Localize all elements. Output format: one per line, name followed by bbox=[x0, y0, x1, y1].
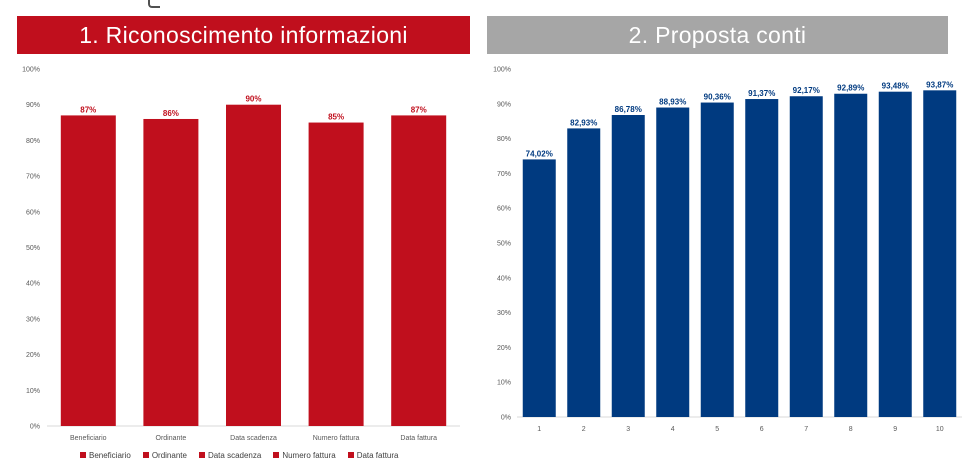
right-category-label: 8 bbox=[849, 426, 853, 433]
left-ytick-label: 60% bbox=[26, 209, 40, 216]
left-bar-data-label: 90% bbox=[245, 95, 261, 104]
right-bar bbox=[923, 90, 957, 417]
legend-label: Data scadenza bbox=[207, 450, 262, 460]
right-ytick-label: 40% bbox=[497, 275, 511, 282]
right-panel-header: 2. Proposta conti bbox=[487, 16, 948, 54]
right-ytick-label: 80% bbox=[497, 136, 511, 143]
right-category-label: 7 bbox=[804, 426, 808, 433]
right-ytick-label: 30% bbox=[497, 310, 511, 317]
legend-swatch bbox=[198, 452, 205, 458]
right-ytick-label: 100% bbox=[493, 67, 511, 74]
legend-label: Ordinante bbox=[151, 450, 187, 460]
left-ytick-label: 70% bbox=[26, 174, 40, 181]
right-ytick-label: 70% bbox=[497, 171, 511, 178]
legend-item: Data scadenza bbox=[198, 450, 262, 460]
right-bar-data-label: 74,02% bbox=[526, 149, 553, 158]
right-bar bbox=[611, 115, 645, 417]
right-category-label: 10 bbox=[936, 426, 944, 433]
left-bar-data-label: 87% bbox=[411, 105, 427, 114]
legend-item: Data fattura bbox=[347, 450, 399, 460]
right-bar-data-label: 93,48% bbox=[882, 82, 909, 91]
left-bar bbox=[226, 104, 281, 426]
right-panel-title: 2. Proposta conti bbox=[628, 21, 807, 48]
right-category-label: 6 bbox=[760, 426, 764, 433]
right-ytick-label: 0% bbox=[501, 415, 511, 422]
left-panel-header: 1. Riconoscimento informazioni bbox=[17, 16, 470, 54]
right-bar-data-label: 88,93% bbox=[659, 98, 686, 107]
right-bar-data-label: 93,87% bbox=[926, 80, 953, 89]
legend-label: Data fattura bbox=[356, 450, 399, 460]
left-bar bbox=[391, 115, 447, 426]
left-bar-data-label: 86% bbox=[163, 109, 179, 118]
left-ytick-label: 40% bbox=[26, 281, 40, 288]
left-ytick-label: 100% bbox=[22, 67, 40, 74]
left-ytick-label: 90% bbox=[26, 102, 40, 109]
right-bar-data-label: 90,36% bbox=[704, 93, 731, 102]
right-ytick-label: 20% bbox=[497, 345, 511, 352]
right-ytick-label: 50% bbox=[497, 241, 511, 248]
left-category-label: Numero fattura bbox=[313, 435, 360, 442]
left-ytick-label: 30% bbox=[26, 316, 40, 323]
right-category-label: 9 bbox=[893, 426, 897, 433]
right-bar-data-label: 82,93% bbox=[570, 118, 597, 127]
left-ytick-label: 80% bbox=[26, 138, 40, 145]
right-category-label: 4 bbox=[671, 426, 675, 433]
legend-swatch bbox=[80, 452, 86, 458]
left-category-label: Ordinante bbox=[156, 435, 187, 442]
legend-item: Beneficiario bbox=[80, 451, 131, 460]
right-bar bbox=[878, 91, 912, 417]
left-bar bbox=[60, 115, 116, 426]
right-bar bbox=[789, 96, 823, 417]
legend-item: Ordinante bbox=[142, 450, 187, 460]
right-bar bbox=[700, 102, 734, 417]
right-bar bbox=[834, 93, 868, 417]
right-ytick-label: 90% bbox=[497, 101, 511, 108]
right-bar bbox=[745, 99, 779, 417]
left-category-label: Beneficiario bbox=[70, 435, 107, 442]
left-ytick-label: 20% bbox=[26, 352, 40, 359]
right-bar-data-label: 86,78% bbox=[615, 105, 642, 114]
left-panel-title: 1. Riconoscimento informazioni bbox=[79, 21, 408, 48]
right-bar-data-label: 91,37% bbox=[748, 89, 775, 98]
cropped-glyph-fragment bbox=[148, 0, 160, 8]
left-bar bbox=[308, 122, 364, 427]
right-bar bbox=[656, 107, 690, 418]
right-category-label: 1 bbox=[537, 426, 541, 433]
right-ytick-label: 10% bbox=[497, 380, 511, 387]
right-bar-data-label: 92,89% bbox=[837, 84, 864, 93]
legend-label: Beneficiario bbox=[89, 450, 131, 460]
right-bar bbox=[567, 128, 601, 417]
left-chart-legend: Beneficiario Ordinante Data scadenza Numero… bbox=[80, 449, 399, 461]
left-category-label: Data scadenza bbox=[230, 435, 277, 442]
left-category-label: Data fattura bbox=[400, 435, 437, 442]
left-bar-data-label: 85% bbox=[328, 113, 344, 122]
left-bar-data-label: 87% bbox=[80, 105, 96, 114]
left-ytick-label: 10% bbox=[26, 388, 40, 395]
right-ytick-label: 60% bbox=[497, 206, 511, 213]
right-bar bbox=[522, 159, 556, 417]
left-bar bbox=[143, 118, 199, 426]
legend-swatch bbox=[273, 452, 280, 458]
left-ytick-label: 0% bbox=[30, 424, 40, 431]
legend-swatch bbox=[142, 452, 149, 458]
right-category-label: 5 bbox=[715, 426, 719, 433]
legend-item: Numero fattura bbox=[273, 450, 336, 460]
right-bar-data-label: 92,17% bbox=[793, 86, 820, 95]
right-category-label: 2 bbox=[582, 426, 586, 433]
left-ytick-label: 50% bbox=[26, 245, 40, 252]
legend-label: Numero fattura bbox=[282, 450, 336, 460]
legend-swatch bbox=[347, 452, 354, 458]
right-category-label: 3 bbox=[626, 426, 630, 433]
